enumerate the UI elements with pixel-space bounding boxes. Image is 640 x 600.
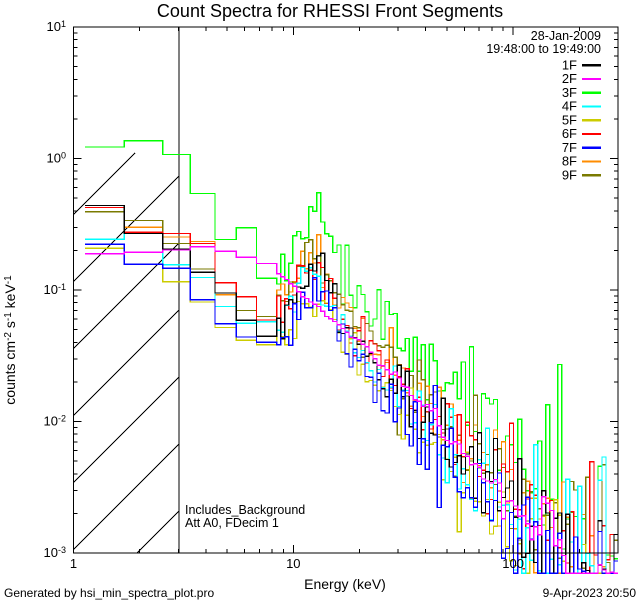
svg-text:7F: 7F — [562, 140, 577, 155]
svg-text:4F: 4F — [562, 99, 577, 114]
svg-text:3F: 3F — [562, 85, 577, 100]
svg-text:1F: 1F — [562, 57, 577, 72]
svg-text:100: 100 — [502, 556, 524, 571]
svg-text:5F: 5F — [562, 112, 577, 127]
svg-text:Count Spectra for RHESSI Front: Count Spectra for RHESSI Front Segments — [157, 1, 503, 21]
svg-text:Includes_Background: Includes_Background — [185, 503, 305, 517]
svg-text:1: 1 — [70, 556, 77, 571]
svg-text:19:48:00 to 19:49:00: 19:48:00 to 19:49:00 — [486, 42, 601, 56]
svg-text:28-Jan-2009: 28-Jan-2009 — [531, 29, 601, 43]
svg-text:6F: 6F — [562, 126, 577, 141]
svg-text:Generated by hsi_min_spectra_p: Generated by hsi_min_spectra_plot.pro — [4, 586, 214, 600]
svg-text:Att A0, FDecim 1: Att A0, FDecim 1 — [185, 516, 279, 530]
svg-text:9F: 9F — [562, 167, 577, 182]
svg-text:8F: 8F — [562, 154, 577, 169]
svg-text:Energy (keV): Energy (keV) — [304, 576, 386, 592]
svg-text:9-Apr-2023 20:50: 9-Apr-2023 20:50 — [543, 586, 637, 600]
svg-text:10: 10 — [286, 556, 300, 571]
svg-text:2F: 2F — [562, 71, 577, 86]
